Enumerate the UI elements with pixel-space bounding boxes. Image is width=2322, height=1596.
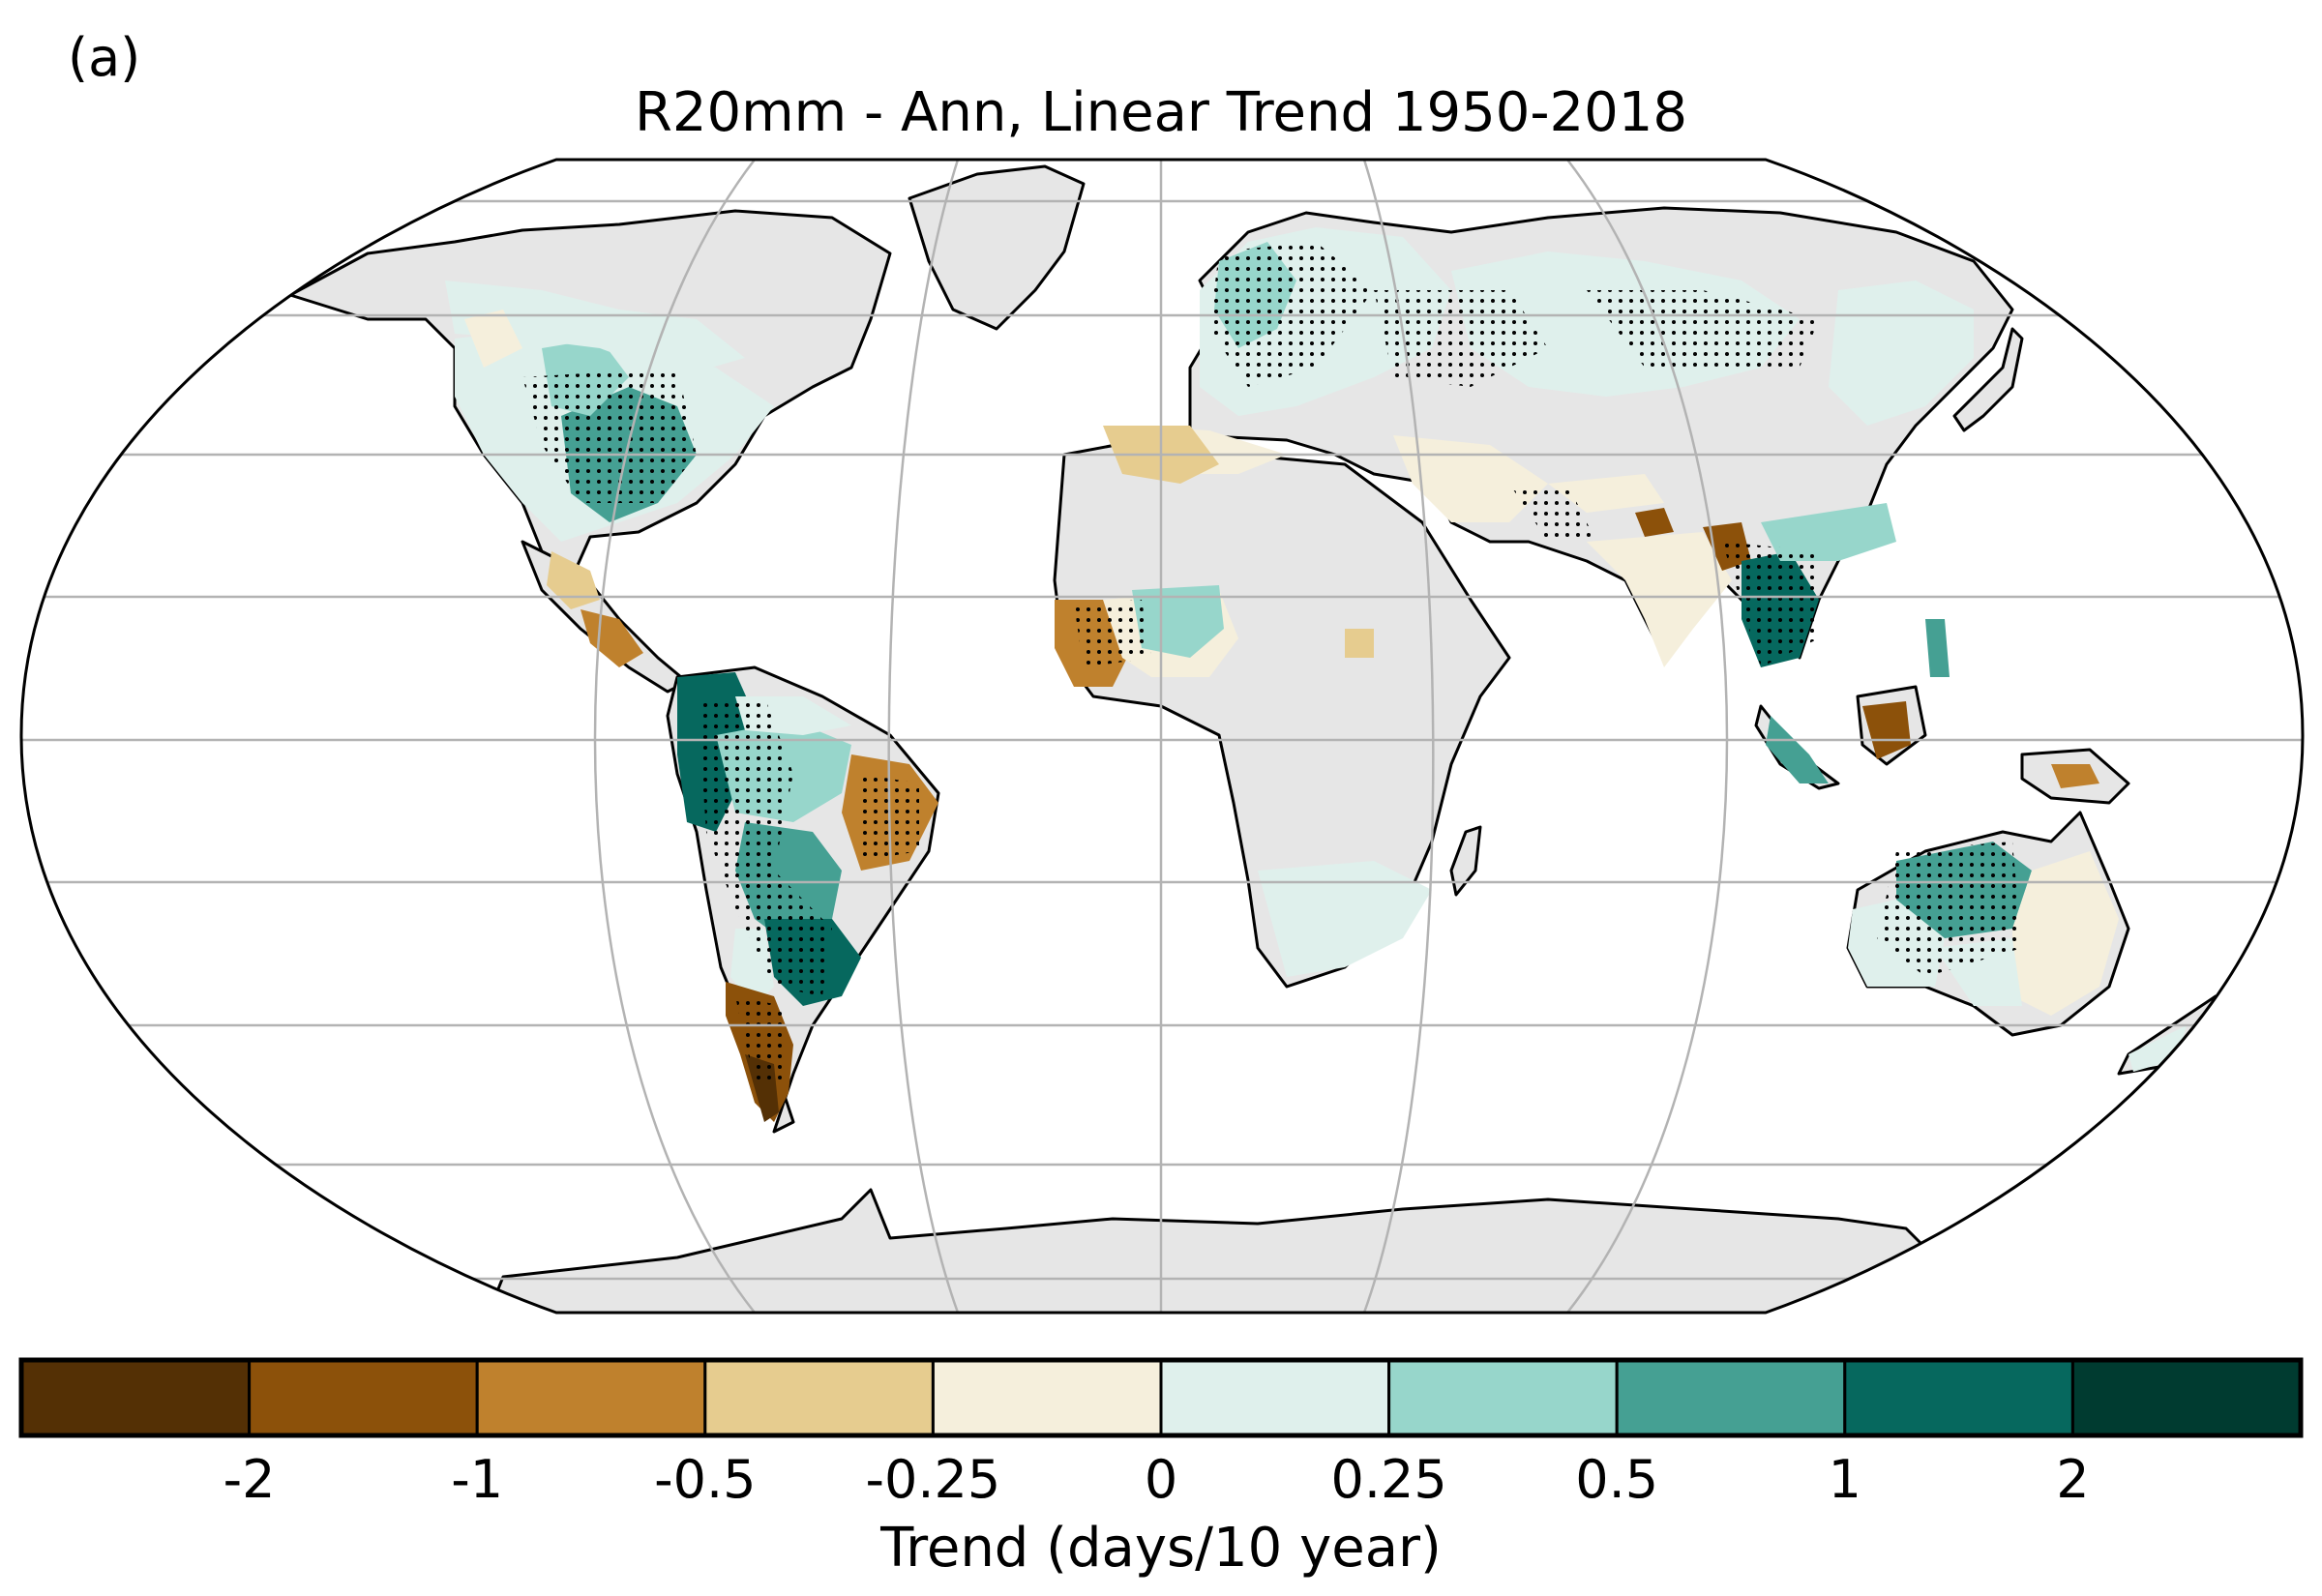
trend-borneo bbox=[1862, 701, 1911, 759]
map-title: R20mm - Ann, Linear Trend 1950-2018 bbox=[634, 81, 1688, 144]
colorbar-swatch bbox=[248, 1358, 479, 1437]
colorbar-tick-label: 0.5 bbox=[1575, 1449, 1659, 1510]
colorbar-swatch bbox=[1615, 1358, 1847, 1437]
longitude-line bbox=[1566, 160, 1729, 1313]
colorbar-tick-label: -0.25 bbox=[865, 1449, 1001, 1510]
trend-central-america bbox=[580, 609, 643, 667]
trend-middle-east bbox=[1393, 435, 1548, 522]
panel-label: (a) bbox=[68, 27, 141, 88]
japan-land bbox=[1952, 327, 2024, 432]
colorbar-tick-label: 1 bbox=[1828, 1449, 1861, 1510]
trend-south-africa bbox=[1258, 861, 1432, 977]
longitude-line bbox=[887, 160, 960, 1313]
stipple-south-america bbox=[697, 696, 832, 996]
stipple-southeast-asia bbox=[1722, 542, 1819, 667]
trend-east-africa bbox=[1345, 629, 1374, 658]
trend-east-asia bbox=[1829, 281, 1974, 426]
trend-china-south bbox=[1761, 503, 1896, 561]
colorbar-tick-label: 0 bbox=[1144, 1449, 1178, 1510]
stipple-siberia bbox=[1587, 290, 1819, 368]
map-border bbox=[19, 158, 2305, 1315]
colorbar-swatch bbox=[1843, 1358, 2074, 1437]
stipple-usa bbox=[522, 368, 697, 503]
trend-mexico bbox=[547, 551, 600, 609]
trend-nw-canada bbox=[464, 310, 522, 368]
trend-new-guinea bbox=[2051, 764, 2099, 788]
stipple-west-africa bbox=[1074, 600, 1151, 667]
colorbar-swatch bbox=[19, 1358, 252, 1437]
trend-sumatra bbox=[1766, 716, 1829, 783]
colorbar bbox=[18, 1357, 2304, 1438]
colorbar-swatch bbox=[703, 1358, 935, 1437]
colorbar-tick-label: 0.25 bbox=[1330, 1449, 1447, 1510]
colorbar-label: Trend (days/10 year) bbox=[880, 1517, 1442, 1580]
trend-philippines bbox=[1925, 619, 1950, 677]
stipple-india bbox=[1509, 484, 1596, 542]
trend-canada bbox=[445, 281, 745, 377]
longitude-line bbox=[593, 160, 756, 1313]
colorbar-swatch bbox=[931, 1358, 1163, 1437]
stipple-australia bbox=[1877, 842, 2022, 977]
colorbar-tick-label: -0.5 bbox=[654, 1449, 757, 1510]
colorbar-border bbox=[18, 1357, 2304, 1438]
colorbar-swatch bbox=[1387, 1358, 1619, 1437]
trend-australia-east bbox=[2012, 851, 2119, 1016]
graticule bbox=[21, 160, 2303, 1313]
greenland-land bbox=[908, 164, 1086, 331]
colorbar-swatch bbox=[1159, 1358, 1391, 1437]
trend-india-north bbox=[1635, 508, 1674, 537]
colorbar-swatch bbox=[2070, 1358, 2303, 1437]
stipple-patagonia bbox=[735, 996, 789, 1083]
significance-stippling bbox=[522, 242, 2022, 1083]
trend-india bbox=[1587, 532, 1732, 667]
colorbar-swatch bbox=[475, 1358, 707, 1437]
colorbar-tick-label: -2 bbox=[223, 1449, 276, 1510]
colorbar-tick-label: -1 bbox=[451, 1449, 504, 1510]
longitude-line bbox=[1362, 160, 1435, 1313]
colorbar-tick-label: 2 bbox=[2056, 1449, 2090, 1510]
trend-central-africa-west bbox=[1132, 585, 1224, 658]
